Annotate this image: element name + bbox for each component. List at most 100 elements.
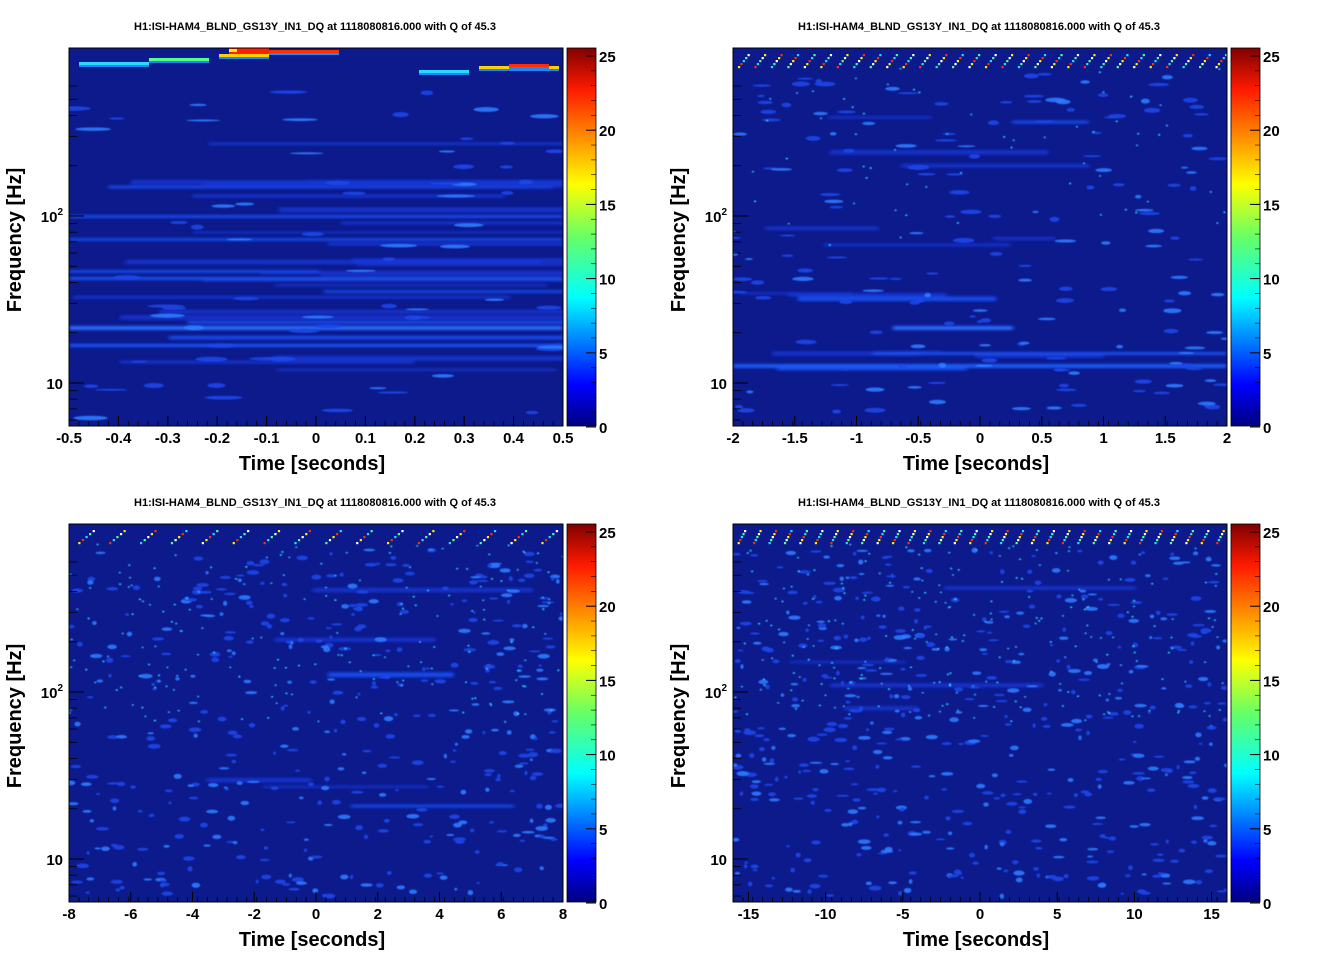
colorbar-tick-label: 5 [1263,822,1271,839]
colorbar-tick-label: 15 [599,673,616,690]
x-tick-label: 0.1 [355,430,376,447]
y-axis: 10 102 [41,85,84,421]
x-tick-label: 4 [435,906,444,923]
x-tick-label: 10 [1126,906,1143,923]
plot-title: H1:ISI-HAM4_BLND_GS13Y_IN1_DQ at 1118080… [798,497,1160,509]
y-tick-label: 10 [710,376,727,393]
colorbar-tick-label: 15 [1263,673,1280,690]
x-axis-label: Time [seconds] [239,929,385,951]
y-axis-label: Frequency [Hz] [668,644,690,788]
plot-title: H1:ISI-HAM4_BLND_GS13Y_IN1_DQ at 1118080… [134,21,496,33]
y-tick-label: 102 [705,207,728,226]
colorbar-tick-label: 25 [1263,525,1280,542]
x-tick-label: 0.3 [454,430,475,447]
y-tick-label: 102 [41,683,64,702]
x-tick-label: -8 [62,906,75,923]
x-tick-label: -1 [850,430,863,447]
x-tick-label: 0.5 [1031,430,1052,447]
colorbar-tick-label: 25 [1263,49,1280,66]
high-frequency-bursts [737,54,1227,69]
x-tick-label: 0.2 [404,430,425,447]
colorbar-tick-label: 10 [1263,272,1280,289]
colorbar-tick-label: 5 [1263,346,1271,363]
colorbar-tick-label: 10 [599,272,616,289]
plot-title: H1:ISI-HAM4_BLND_GS13Y_IN1_DQ at 1118080… [798,21,1160,33]
spectrogram-panel-4: H1:ISI-HAM4_BLND_GS13Y_IN1_DQ at 1118080… [668,497,1280,951]
colorbar-tick-label: 5 [599,822,607,839]
y-axis: 10 102 [705,561,748,897]
x-tick-label: 2 [1223,430,1231,447]
x-tick-label: 0 [312,430,320,447]
plot-title: H1:ISI-HAM4_BLND_GS13Y_IN1_DQ at 1118080… [134,497,496,509]
x-tick-label: -10 [815,906,837,923]
x-tick-label: 5 [1053,906,1061,923]
x-axis: -0.5 -0.4 -0.3 -0.2 -0.1 0 0.1 0.2 0.3 0.4 0.5 [56,416,573,447]
heatmap-area [69,48,563,426]
y-axis: 10 102 [705,85,748,421]
x-tick-label: 0 [976,906,984,923]
colorbar: 0 5 10 15 20 25 [566,47,616,437]
x-tick-label: -0.5 [905,430,931,447]
colorbar: 0 5 10 15 20 25 [1230,523,1280,913]
heatmap-area [733,524,1227,902]
x-tick-label: 8 [559,906,567,923]
y-tick-label: 10 [46,852,63,869]
spectrogram-panel-3: H1:ISI-HAM4_BLND_GS13Y_IN1_DQ at 1118080… [4,497,616,951]
y-axis-label: Frequency [Hz] [668,168,690,312]
y-tick-label: 10 [710,852,727,869]
x-tick-label: -4 [186,906,200,923]
x-tick-label: 15 [1203,906,1220,923]
colorbar: 0 5 10 15 20 25 [1230,47,1280,437]
x-tick-label: -2 [726,430,739,447]
colorbar-tick-label: 0 [1263,896,1271,913]
x-axis: -8 -6 -4 -2 0 2 4 6 8 [62,892,567,923]
x-tick-label: 0.5 [553,430,574,447]
colorbar-tick-label: 0 [1263,420,1271,437]
x-axis: -15 -10 -5 0 5 10 15 [732,892,1228,923]
x-tick-label: 0.4 [503,430,525,447]
x-tick-label: 2 [374,906,382,923]
colorbar-tick-label: 0 [599,420,607,437]
colorbar-tick-label: 20 [1263,123,1280,140]
colorbar-tick-label: 20 [599,123,616,140]
spectrogram-panel-1: H1:ISI-HAM4_BLND_GS13Y_IN1_DQ at 1118080… [4,21,616,475]
x-tick-label: -6 [124,906,137,923]
colorbar-tick-label: 20 [1263,599,1280,616]
x-tick-label: 1.5 [1155,430,1176,447]
y-axis-label: Frequency [Hz] [4,168,26,312]
x-tick-label: -15 [738,906,760,923]
colorbar-tick-label: 0 [599,896,607,913]
x-axis-label: Time [seconds] [903,453,1049,475]
x-tick-label: -2 [248,906,261,923]
x-tick-label: 6 [497,906,505,923]
x-tick-label: -0.1 [254,430,280,447]
x-tick-label: -0.2 [204,430,230,447]
spectrogram-panel-2: H1:ISI-HAM4_BLND_GS13Y_IN1_DQ at 1118080… [668,21,1280,475]
x-axis-label: Time [seconds] [903,929,1049,951]
high-frequency-bursts [79,48,559,75]
x-tick-label: -0.4 [105,430,132,447]
y-tick-label: 10 [46,376,63,393]
x-tick-label: -5 [896,906,909,923]
x-axis: -2 -1.5 -1 -0.5 0 0.5 1 1.5 2 [726,416,1231,447]
colorbar-tick-label: 5 [599,346,607,363]
y-axis-label: Frequency [Hz] [4,644,26,788]
y-tick-label: 102 [41,207,64,226]
colorbar-tick-label: 20 [599,599,616,616]
y-tick-label: 102 [705,683,728,702]
x-tick-label: 0 [312,906,320,923]
colorbar-tick-label: 25 [599,49,616,66]
colorbar: 0 5 10 15 20 25 [566,523,616,913]
colorbar-tick-label: 10 [599,748,616,765]
x-tick-label: 1 [1099,430,1107,447]
colorbar-tick-label: 15 [1263,197,1280,214]
high-frequency-bursts [737,530,1225,545]
colorbar-tick-label: 10 [1263,748,1280,765]
colorbar-tick-label: 15 [599,197,616,214]
heatmap-area [69,524,563,902]
x-tick-label: 0 [976,430,984,447]
x-tick-label: -0.5 [56,430,82,447]
colorbar-tick-label: 25 [599,525,616,542]
y-axis: 10 102 [41,561,84,897]
